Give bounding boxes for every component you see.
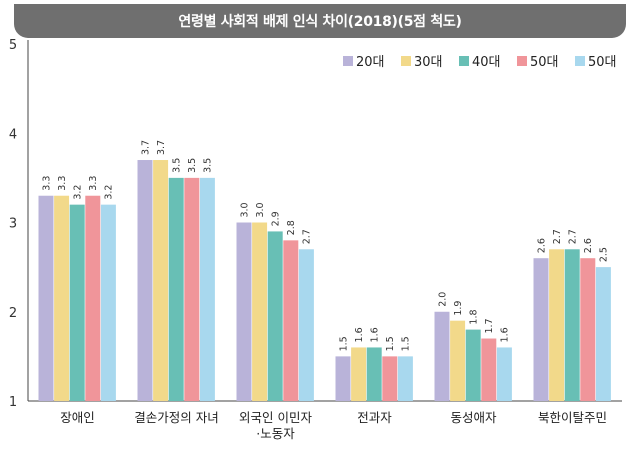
bar [481,338,497,401]
bar [450,320,466,401]
bar [137,160,153,401]
bar [382,356,398,401]
category-label: 북한이탈주민 [538,410,607,425]
data-label: 2.7 [568,229,579,244]
legend-swatch [575,56,585,66]
bar [236,222,252,401]
data-label: 3.7 [140,140,151,155]
data-label: 3.5 [187,158,198,173]
legend-label: 40대 [472,55,501,70]
bar [54,195,70,401]
category-label: 전과자 [357,410,392,425]
bar [434,311,450,401]
legend-label: 30대 [414,55,443,70]
bar [199,177,215,401]
bar [168,177,184,401]
data-label: 1.6 [354,327,365,342]
data-label: 3.3 [57,176,68,191]
legend-swatch [343,56,353,66]
data-label: 1.5 [401,336,412,351]
data-label: 2.5 [599,247,610,262]
data-label: 2.8 [286,220,297,235]
legend-swatch [517,56,527,66]
data-label: 3.7 [156,140,167,155]
bar [153,160,169,401]
bar [335,356,351,401]
legend-swatch [459,56,469,66]
data-label: 3.5 [172,158,183,173]
data-label: 3.2 [104,185,115,200]
category-label: ·노동자 [256,426,295,441]
bar [351,347,367,401]
bar [549,249,565,401]
data-label: 3.5 [203,158,214,173]
data-label: 1.9 [453,301,464,316]
data-label: 3.3 [88,176,99,191]
data-label: 1.5 [385,336,396,351]
bar [184,177,200,401]
data-label: 3.2 [73,185,84,200]
bar [267,231,283,401]
y-tick-label: 1 [9,395,17,410]
category-label: 동성애자 [450,410,497,425]
legend-label: 50대 [530,55,559,70]
chart-title: 연령별 사회적 배제 인식 차이(2018)(5점 척도) [14,4,626,38]
legend-label: 20대 [356,55,385,70]
data-label: 3.0 [255,202,266,217]
bar [298,249,314,401]
data-label: 2.0 [437,292,448,307]
data-label: 3.0 [239,202,250,217]
bar [580,258,596,401]
data-label: 1.6 [500,327,511,342]
data-label: 2.7 [552,229,563,244]
bar [533,258,549,401]
data-label: 1.6 [370,327,381,342]
data-label: 1.8 [469,309,480,324]
data-label: 2.7 [302,229,313,244]
legend-label: 50대 [588,55,617,70]
y-tick-label: 4 [9,127,17,142]
bar [564,249,580,401]
bar [465,329,481,401]
bar [252,222,268,401]
bar [69,204,85,401]
bar [397,356,413,401]
bar [595,267,611,401]
y-tick-label: 3 [9,217,17,232]
category-label: 외국인 이민자 [239,410,312,425]
data-label: 1.7 [484,318,495,333]
y-tick-label: 5 [9,38,17,53]
data-label: 1.5 [338,336,349,351]
data-label: 3.3 [41,176,52,191]
category-label: 결손가정의 자녀 [134,410,218,425]
bar [85,195,101,401]
bar [496,347,512,401]
bar [38,195,54,401]
data-label: 2.6 [536,238,547,253]
legend-swatch [401,56,411,66]
category-label: 장애인 [60,410,95,425]
bar [366,347,382,401]
data-label: 2.9 [271,211,282,226]
bar [283,240,299,401]
data-label: 2.6 [583,238,594,253]
bar [100,204,116,401]
y-tick-label: 2 [9,306,17,321]
